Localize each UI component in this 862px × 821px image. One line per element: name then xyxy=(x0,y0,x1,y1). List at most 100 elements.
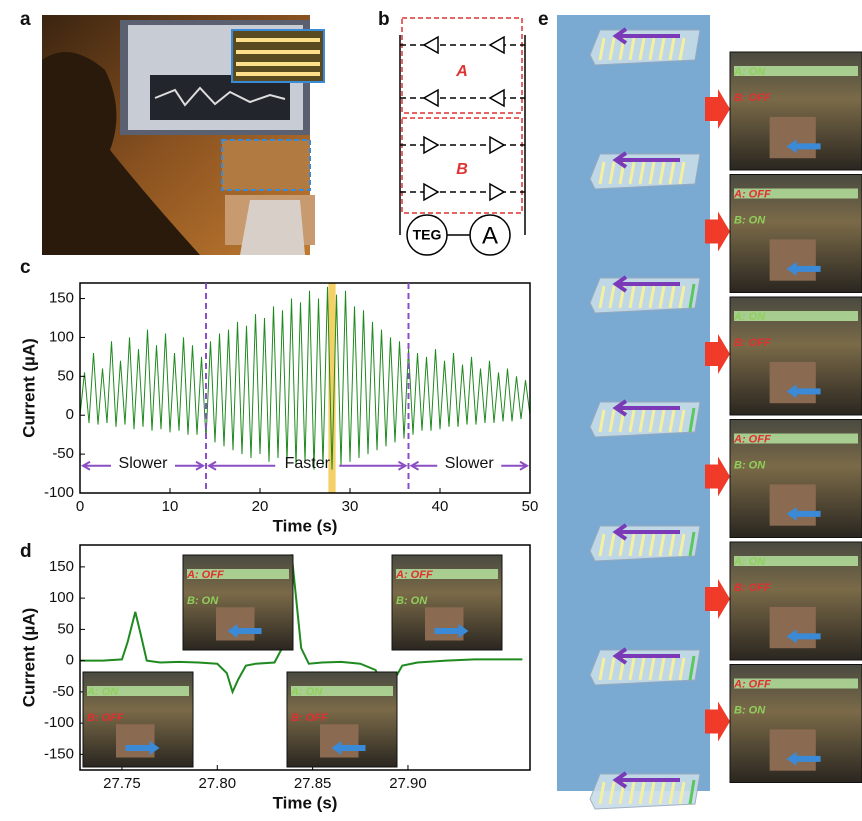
device-stripe xyxy=(638,409,646,433)
device-stripe-green xyxy=(688,531,696,557)
device-stripe xyxy=(608,657,616,681)
x-tick-label: 27.85 xyxy=(294,775,332,792)
device-stripe xyxy=(598,781,606,805)
x-tick-label: 50 xyxy=(522,498,539,515)
device-stripe xyxy=(628,161,636,185)
device-stripe xyxy=(668,533,676,557)
led-band xyxy=(734,556,858,566)
device-stripe xyxy=(678,533,686,557)
y-tick-label: 150 xyxy=(49,290,74,307)
device-stripe-green xyxy=(688,655,696,681)
plot-frame xyxy=(79,544,531,771)
device-stripe xyxy=(628,409,636,433)
device-stripe xyxy=(668,409,676,433)
status-label: B: OFF xyxy=(734,92,771,104)
region-arrow xyxy=(206,460,408,471)
device-stripe xyxy=(608,285,616,309)
device-stripe xyxy=(628,37,636,61)
direction-arrow xyxy=(786,751,821,766)
x-axis-label: Time (s) xyxy=(273,793,338,812)
slide-arrow xyxy=(612,275,680,293)
status-label: B: OFF xyxy=(87,712,124,724)
device-stripe xyxy=(678,657,686,681)
status-label: A: OFF xyxy=(186,569,224,581)
y-tick-label: 100 xyxy=(49,589,74,606)
status-label: B: ON xyxy=(734,214,766,226)
device-stripe xyxy=(608,533,616,557)
red-arrow xyxy=(705,334,730,374)
led-band xyxy=(734,311,858,321)
data-line xyxy=(79,286,531,470)
status-label: A: ON xyxy=(290,686,323,698)
status-label: A: ON xyxy=(733,556,766,568)
direction-arrow xyxy=(125,741,160,755)
slide-arrow xyxy=(612,647,680,665)
red-arrow xyxy=(705,456,730,497)
direction-arrow xyxy=(331,741,366,755)
device-stripe xyxy=(668,161,676,185)
device-stripe xyxy=(648,161,656,185)
device-stripe xyxy=(608,161,616,185)
hand xyxy=(769,484,816,526)
panel-label: d xyxy=(20,541,32,562)
region-label: Faster xyxy=(285,455,331,472)
y-tick-label: -50 xyxy=(52,445,74,462)
device-stripe xyxy=(598,657,606,681)
device-stripe xyxy=(638,161,646,185)
device-stripe xyxy=(628,657,636,681)
led-band xyxy=(87,686,189,696)
red-arrow xyxy=(705,211,730,252)
x-tick-label: 40 xyxy=(432,498,449,515)
region-label: Slower xyxy=(445,455,495,472)
hand xyxy=(769,729,816,771)
device-stripe xyxy=(648,781,656,805)
direction-arrow xyxy=(227,624,262,638)
panel-label: c xyxy=(20,257,31,278)
device-stripe xyxy=(628,533,636,557)
x-tick-label: 10 xyxy=(162,498,179,515)
direction-arrow xyxy=(786,506,821,521)
device-stripe-green xyxy=(688,283,696,309)
device-stripe-green xyxy=(688,407,696,433)
led-band xyxy=(396,569,498,579)
hand xyxy=(769,361,816,404)
led-band xyxy=(734,678,858,689)
device-stripe xyxy=(668,37,676,61)
led-band xyxy=(734,188,858,199)
device-stripe xyxy=(638,533,646,557)
device-stripe xyxy=(658,161,666,185)
red-arrow xyxy=(705,701,730,742)
device-stripe xyxy=(608,409,616,433)
device-stripe xyxy=(608,781,616,805)
group-label: B xyxy=(456,161,468,178)
slide-arrow xyxy=(612,399,680,417)
status-label: A: OFF xyxy=(733,433,771,445)
hand xyxy=(425,607,464,641)
region-arrow xyxy=(409,460,530,471)
status-label: A: OFF xyxy=(733,678,771,690)
device-stripe xyxy=(678,781,686,805)
device-stripe xyxy=(628,285,636,309)
source-label: TEG xyxy=(413,227,442,243)
y-tick-label: -150 xyxy=(44,745,74,762)
region-label: Slower xyxy=(119,455,169,472)
device-stripe xyxy=(648,285,656,309)
x-tick-label: 0 xyxy=(76,498,84,515)
slide-arrow xyxy=(612,771,680,789)
device-stripe xyxy=(658,409,666,433)
y-tick-label: -100 xyxy=(44,714,74,731)
device-stripe xyxy=(598,285,606,309)
status-label: A: ON xyxy=(733,66,766,78)
x-tick-label: 27.80 xyxy=(199,775,237,792)
direction-arrow xyxy=(786,139,821,154)
panel-label: e xyxy=(538,9,549,30)
status-label: B: ON xyxy=(396,595,428,607)
status-label: A: OFF xyxy=(395,569,433,581)
y-axis-label: Current (µA) xyxy=(19,608,38,708)
status-label: A: ON xyxy=(86,686,119,698)
device-stripe xyxy=(658,533,666,557)
y-axis-label: Current (µA) xyxy=(19,338,38,438)
device-stripe xyxy=(678,285,686,309)
y-tick-label: 100 xyxy=(49,328,74,345)
device-stripe xyxy=(608,37,616,61)
